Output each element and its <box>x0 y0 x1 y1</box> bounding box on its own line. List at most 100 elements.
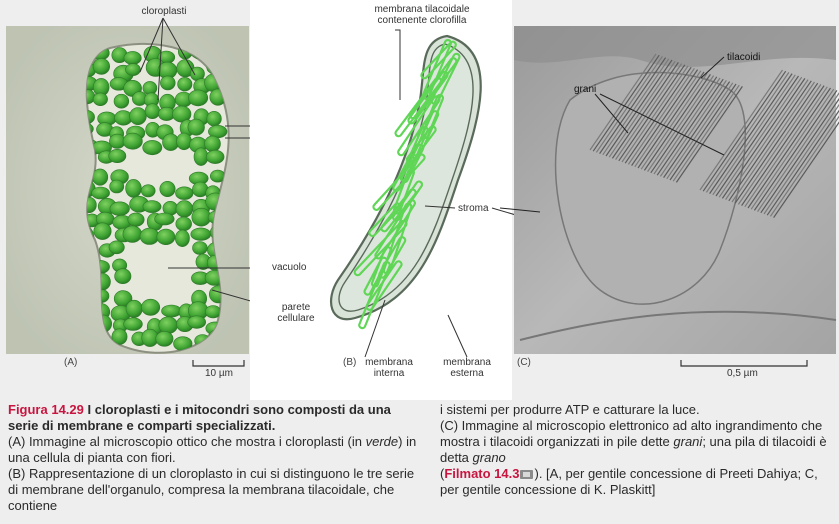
chloroplast-blob <box>125 179 142 198</box>
chloroplast-blob <box>205 305 222 319</box>
chloroplast-blob <box>144 103 160 119</box>
caption-c-tail: ). [A, per gentile concessione di Preeti… <box>440 466 818 497</box>
caption-right-1: i sistemi per produrre ATP e catturare l… <box>440 402 700 417</box>
thylakoid <box>358 260 391 330</box>
film-link[interactable]: Filmato 14.3 <box>444 466 520 481</box>
chloroplast-blob <box>108 149 127 164</box>
chloroplast-blob <box>140 184 156 198</box>
label-membrana-tilacoidale: membrana tilacoidale contenente clorofil… <box>362 4 482 26</box>
label-membrana-tilacoidale-line2: contenente clorofilla <box>377 15 467 26</box>
granum-stack-2 <box>699 69 839 218</box>
chloroplast-blob <box>187 315 206 329</box>
chloroplast-blob <box>123 317 143 331</box>
label-parete-line2: cellulare <box>277 313 315 324</box>
chloroplast-blob <box>123 51 142 65</box>
chloroplast-blob <box>188 89 209 107</box>
chloroplast-blob <box>206 110 222 127</box>
scalebar-a <box>192 360 245 367</box>
chloroplast-blob <box>155 330 174 347</box>
panel-a-micrograph <box>6 26 249 354</box>
caption-right-column: i sistemi per produrre ATP e catturare l… <box>440 402 836 498</box>
chloroplast-blob <box>127 212 145 227</box>
chloroplast-blob <box>187 118 205 136</box>
chloroplast-blob <box>158 316 178 334</box>
chloroplast-blob <box>113 93 130 109</box>
chloroplast-blob <box>156 228 176 245</box>
chloroplast-blob <box>161 304 182 318</box>
chloroplast-blob <box>122 225 143 243</box>
scalebar-c-label: 0,5 µm <box>727 368 758 379</box>
chloroplast-blob <box>142 140 163 156</box>
chloroplast-blob <box>108 240 125 255</box>
chloroplast-blob <box>122 132 143 150</box>
label-cloroplasti: cloroplasti <box>141 6 187 17</box>
chloroplast-blob <box>92 58 110 75</box>
chloroplast-blob <box>141 298 161 316</box>
chloroplast-blob <box>177 77 193 92</box>
label-membrana-interna-line2: interna <box>373 368 405 379</box>
label-stroma: stroma <box>458 203 489 214</box>
chloroplast-blob <box>92 92 108 107</box>
label-parete-cellulare: parete cellulare <box>272 302 320 324</box>
label-grani: grani <box>574 84 597 95</box>
scale-bars <box>192 360 808 367</box>
caption-c-em1: grani <box>673 434 703 449</box>
label-membrana-interna-line1: membrana <box>365 357 413 368</box>
chloroplast-blob <box>154 212 175 226</box>
caption-paren-open: ( <box>440 466 445 481</box>
caption-c-em2: grano <box>472 450 506 465</box>
panel-c-micrograph <box>514 26 839 354</box>
panel-c-leaders <box>499 56 725 213</box>
chloroplast-blob <box>86 197 97 214</box>
label-membrana-esterna-line2: esterna <box>450 368 484 379</box>
chloroplast-blob <box>139 227 160 245</box>
chloroplast-blob <box>175 216 192 232</box>
figure-artwork <box>6 0 839 400</box>
panel-b-diagram <box>250 0 512 400</box>
figure-number: Figura 14.29 <box>8 402 84 417</box>
scalebar-a-label: 10 µm <box>205 368 233 379</box>
label-membrana-interna: membrana interna <box>362 357 416 379</box>
thylakoid <box>380 188 417 233</box>
thylakoid <box>420 40 457 80</box>
chloroplast-blob <box>109 179 125 194</box>
chloroplast-blob <box>109 201 130 216</box>
chloroplast-blob <box>160 75 176 91</box>
chloroplast-blob <box>172 105 192 123</box>
figure-heading: I cloroplasti e i mitocondri sono compos… <box>8 402 391 433</box>
chloroplast-blob <box>142 200 162 213</box>
granum-stack-1 <box>589 53 743 183</box>
label-vacuolo: vacuolo <box>272 262 307 273</box>
thylakoid <box>372 153 426 211</box>
caption-a-pre: (A) Immagine al microscopio ottico che m… <box>8 434 366 449</box>
chloroplast-blob <box>86 109 95 125</box>
chloroplast-blob <box>190 227 212 241</box>
chloroplast-blob <box>175 186 194 200</box>
caption-left-column: Figura 14.29 I cloroplasti e i mitocondr… <box>8 402 420 514</box>
chloroplast-blob <box>174 229 190 248</box>
chloroplast-cluster <box>86 43 228 353</box>
label-tilacoidi: tilacoidi <box>727 52 761 63</box>
label-membrana-esterna: membrana esterna <box>440 357 494 379</box>
chloroplast-blob <box>91 186 110 200</box>
grana-stacks <box>589 53 839 218</box>
caption-c-mid: ; una pila di tilacoidi è detta <box>440 434 827 465</box>
label-membrana-esterna-line1: membrana <box>443 357 491 368</box>
chloroplast-blob <box>125 299 143 318</box>
film-icon[interactable] <box>520 470 534 480</box>
chloroplast-blob <box>111 328 128 345</box>
thylakoid <box>353 219 408 277</box>
panel-letter-b: (B) <box>343 357 357 368</box>
scalebar-c <box>680 360 808 367</box>
chloroplast-blob <box>193 147 209 166</box>
chloroplast-blob <box>92 168 109 186</box>
chloroplast-blob <box>129 107 147 126</box>
panel-letter-a: (A) <box>64 357 78 368</box>
thylakoid-network <box>353 38 461 330</box>
caption-a-em: verde <box>365 434 399 449</box>
chloroplast-blob <box>125 63 141 76</box>
chloroplast-blob <box>206 149 225 164</box>
thylakoid <box>368 202 402 238</box>
chloroplast-blob <box>192 241 208 255</box>
caption-c-pre: (C) Immagine al microscopio elettronico … <box>440 418 823 449</box>
